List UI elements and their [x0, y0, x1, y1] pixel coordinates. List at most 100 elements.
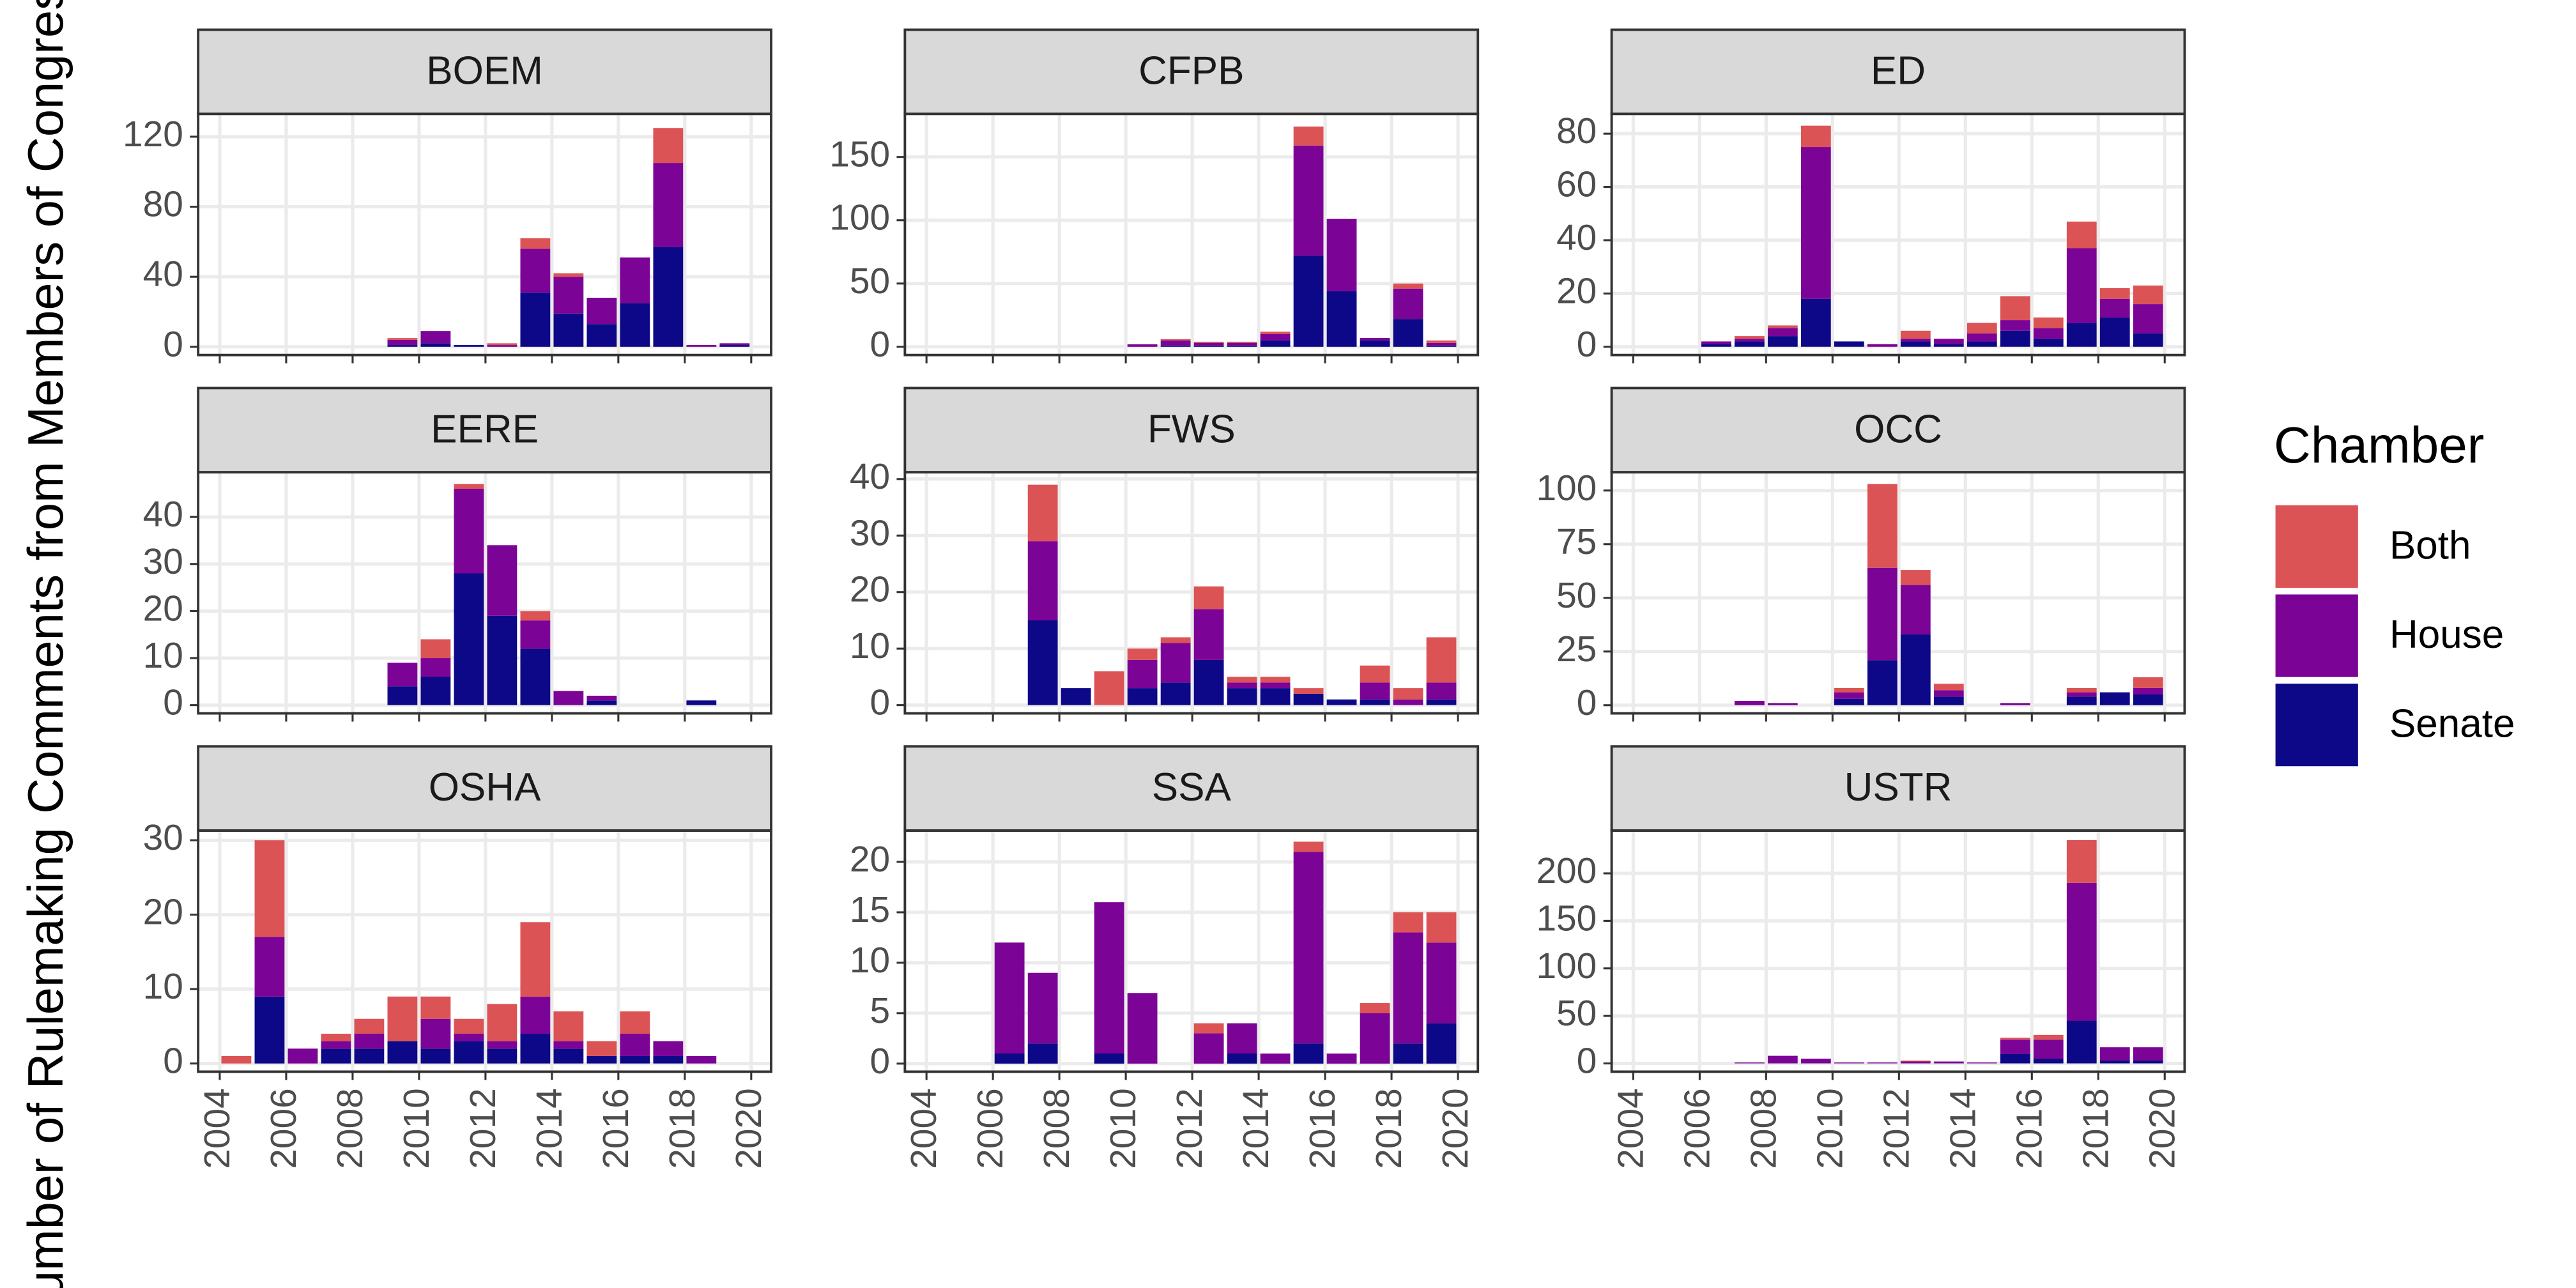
bar-segment — [520, 238, 551, 249]
bar-segment — [620, 257, 650, 303]
x-tick-label: 2012 — [1876, 1088, 1917, 1169]
y-tick-label: 0 — [163, 325, 183, 365]
bar-segment — [520, 996, 551, 1034]
bar-segment — [2066, 221, 2097, 249]
y-tick-label: 10 — [850, 940, 890, 981]
y-tick-label: 0 — [1577, 1041, 1597, 1081]
bar-segment — [1227, 345, 1257, 347]
x-tick-label: 2012 — [463, 1088, 503, 1169]
panel-title: BOEM — [426, 49, 543, 93]
bar-segment — [1260, 340, 1291, 347]
legend-label: Both — [2389, 523, 2471, 567]
x-tick-label: 2010 — [397, 1088, 437, 1169]
x-tick-label: 2004 — [197, 1088, 238, 1169]
bar-segment — [420, 639, 451, 659]
bar-segment — [487, 1048, 518, 1064]
bar-segment — [620, 1034, 650, 1056]
y-tick-label: 0 — [870, 325, 890, 365]
bar-segment — [2066, 839, 2097, 883]
bar-segment — [1834, 692, 1864, 699]
bar-segment — [1260, 332, 1291, 335]
bar-segment — [1193, 609, 1224, 660]
bar-segment — [487, 1041, 518, 1049]
bar-segment — [420, 677, 451, 705]
bar-segment — [2099, 692, 2130, 705]
bar-segment — [1360, 340, 1390, 347]
bar-segment — [553, 277, 584, 314]
bar-segment — [653, 247, 684, 347]
bar-segment — [1900, 1061, 1931, 1064]
bar-segment — [420, 331, 451, 344]
bar-segment — [1227, 1053, 1257, 1064]
bar-segment — [2133, 687, 2163, 694]
bar-segment — [2000, 703, 2030, 705]
bar-segment — [2133, 333, 2163, 347]
strip — [1610, 28, 2186, 116]
bar-segment — [321, 1048, 351, 1064]
bar-segment — [420, 658, 451, 677]
panel-border — [903, 471, 1480, 715]
bar-segment — [2000, 1039, 2030, 1054]
strip — [903, 28, 1480, 116]
bar-segment — [653, 128, 684, 164]
bar-segment — [586, 298, 617, 325]
x-tick-label: 2014 — [1236, 1088, 1276, 1169]
bar-segment — [1393, 288, 1423, 319]
panel-border — [903, 829, 1480, 1073]
bar-segment — [1867, 484, 1897, 568]
bar-segment — [1900, 585, 1931, 634]
strip — [903, 387, 1480, 474]
bar-segment — [1027, 620, 1058, 705]
bar-segment — [288, 1048, 318, 1064]
bar-segment — [1426, 345, 1457, 347]
bar-segment — [520, 611, 551, 621]
bar-segment — [1701, 341, 1731, 344]
x-tick-label: 2008 — [1037, 1088, 1077, 1169]
bar-segment — [487, 545, 518, 616]
bar-segment — [1867, 1062, 1897, 1064]
legend-label: Senate — [2389, 702, 2515, 746]
bar-segment — [1393, 319, 1423, 347]
y-tick-label: 10 — [143, 967, 183, 1007]
panel-border — [197, 112, 772, 356]
bar-segment — [1426, 912, 1457, 943]
bar-segment — [2099, 317, 2130, 347]
strip — [903, 745, 1480, 832]
bar-segment — [620, 303, 650, 347]
bar-segment — [520, 922, 551, 997]
bar-segment — [1900, 634, 1931, 705]
y-tick-label: 50 — [1556, 993, 1597, 1034]
x-tick-label: 2006 — [1677, 1088, 1717, 1169]
bar-segment — [1127, 344, 1158, 347]
bar-segment — [1834, 341, 1864, 347]
bar-segment — [1426, 637, 1457, 683]
bar-segment — [553, 1048, 584, 1064]
bar-segment — [1160, 339, 1191, 341]
panel-border — [1610, 471, 2186, 715]
bar-segment — [2066, 248, 2097, 323]
bar-segment — [1933, 684, 1964, 691]
panel-border — [197, 471, 772, 715]
bar-segment — [1094, 902, 1124, 1054]
bar-segment — [2000, 320, 2030, 331]
bar-segment — [1094, 1053, 1124, 1064]
y-tick-label: 0 — [163, 1041, 183, 1082]
bar-segment — [1193, 1023, 1224, 1034]
bar-segment — [1260, 688, 1291, 705]
bar-segment — [420, 1018, 451, 1049]
bar-segment — [1834, 698, 1864, 705]
bar-segment — [454, 345, 484, 347]
bar-segment — [387, 338, 418, 340]
bar-segment — [1293, 126, 1324, 146]
bar-segment — [1933, 339, 1964, 344]
bar-segment — [2033, 317, 2064, 328]
x-tick-label: 2016 — [1303, 1088, 1343, 1169]
bar-segment — [1326, 291, 1357, 347]
bar-segment — [1360, 1003, 1390, 1013]
x-tick-label: 2018 — [1369, 1088, 1409, 1169]
bar-segment — [520, 292, 551, 347]
bar-segment — [1734, 336, 1765, 339]
bar-segment — [2066, 696, 2097, 705]
bar-segment — [2033, 1034, 2064, 1040]
bar-segment — [1160, 637, 1191, 643]
